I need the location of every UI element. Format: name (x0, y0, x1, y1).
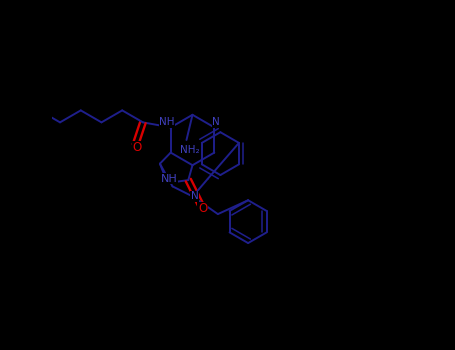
Text: NH₂: NH₂ (180, 145, 200, 155)
Text: N: N (212, 117, 220, 127)
Text: O: O (198, 202, 207, 215)
Text: NH: NH (159, 117, 175, 127)
Text: O: O (132, 141, 142, 154)
Text: NH: NH (161, 174, 178, 184)
Text: N: N (191, 191, 198, 202)
